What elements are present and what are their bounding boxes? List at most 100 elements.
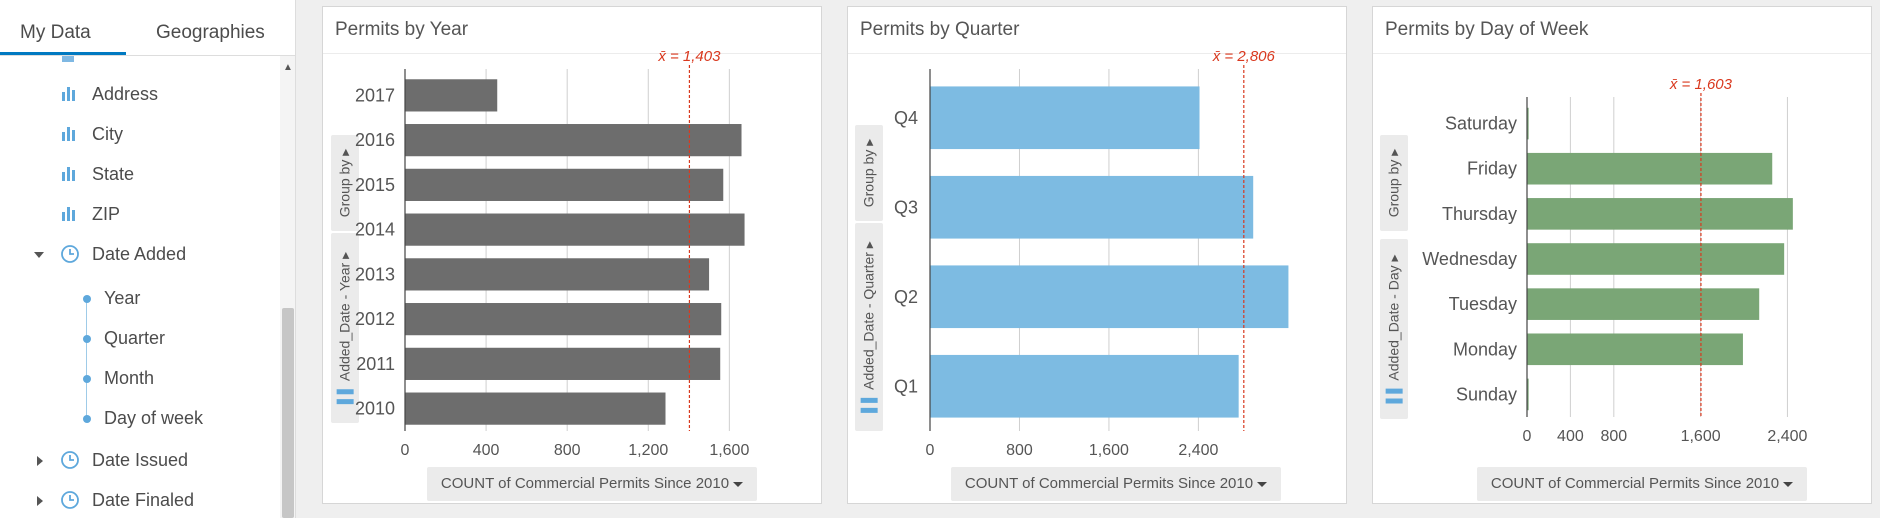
subfield-quarter[interactable]: Quarter bbox=[0, 324, 270, 354]
bar bbox=[1527, 333, 1743, 366]
bar-chart: 0 400 800 1,200 1,600 2017 2016 2015 2014 2013 201… bbox=[355, 48, 750, 459]
category-label: 2012 bbox=[355, 309, 395, 329]
field-city[interactable]: City bbox=[0, 120, 270, 150]
active-tab-indicator bbox=[0, 52, 126, 55]
x-axis-field-button[interactable]: COUNT of Commercial Permits Since 2010 bbox=[951, 467, 1281, 501]
scroll-up-icon[interactable]: ▲ bbox=[283, 62, 293, 73]
expand-icon[interactable] bbox=[37, 456, 43, 466]
x-tick-label: 0 bbox=[1523, 428, 1532, 445]
x-tick-label: 2,400 bbox=[1178, 442, 1218, 459]
bar bbox=[1527, 107, 1529, 140]
bar bbox=[930, 86, 1200, 150]
category-label: 2013 bbox=[355, 264, 395, 284]
category-label: Q3 bbox=[894, 197, 918, 217]
category-label: Monday bbox=[1453, 339, 1517, 359]
card-title: Permits by Year bbox=[335, 19, 469, 40]
field-label: Quarter bbox=[104, 328, 166, 348]
clock-icon bbox=[61, 245, 79, 263]
field-label: Date Added bbox=[92, 244, 187, 264]
bar-chart-icon bbox=[62, 127, 75, 141]
field-label: City bbox=[92, 124, 123, 144]
dot-icon bbox=[83, 415, 91, 423]
category-label: Friday bbox=[1467, 159, 1517, 179]
bar bbox=[1527, 378, 1529, 411]
mean-label: x̄ = 1,403 bbox=[657, 48, 721, 65]
group-by-button[interactable]: Group by ▸ bbox=[331, 135, 359, 231]
bar bbox=[405, 213, 745, 246]
field-label: Month bbox=[104, 368, 155, 388]
bar bbox=[405, 303, 722, 336]
card-permits-by-quarter[interactable]: Permits by Quarter Group by ▸ ▌▌ Added_D… bbox=[847, 6, 1347, 504]
field-address[interactable]: Address bbox=[0, 80, 270, 110]
subfield-month[interactable]: Month bbox=[0, 364, 270, 394]
x-tick-label: 2,400 bbox=[1767, 428, 1807, 445]
expand-icon[interactable] bbox=[37, 496, 43, 506]
category-label: 2014 bbox=[355, 220, 395, 240]
category-label: Tuesday bbox=[1449, 294, 1517, 314]
bar-chart: 0 800 1,600 2,400 Q4 Q3 Q2 Q1 x̄ = 2,806 bbox=[894, 48, 1289, 459]
category-label: Saturday bbox=[1445, 114, 1517, 134]
divider bbox=[1373, 53, 1871, 54]
bar bbox=[405, 392, 666, 425]
field-label: Date Issued bbox=[92, 450, 189, 470]
bar bbox=[405, 258, 710, 291]
subfield-day-of-week[interactable]: Day of week bbox=[0, 404, 270, 434]
axis-field-button[interactable]: ▌▌ Added_Date - Year ▸ bbox=[331, 233, 359, 423]
x-axis-field-button[interactable]: COUNT of Commercial Permits Since 2010 bbox=[427, 467, 757, 501]
bar bbox=[405, 79, 498, 112]
mean-label: x̄ = 2,806 bbox=[1212, 48, 1276, 65]
field-label: ZIP bbox=[92, 204, 121, 224]
axis-field-button[interactable]: ▌▌ Added_Date - Day ▸ bbox=[1380, 239, 1408, 419]
category-label: Q2 bbox=[894, 287, 918, 307]
field-date-issued[interactable]: Date Issued bbox=[0, 446, 270, 476]
divider bbox=[848, 53, 1346, 54]
bar-chart-icon bbox=[62, 167, 75, 181]
bar bbox=[930, 265, 1289, 329]
field-label: Address bbox=[92, 84, 159, 104]
dot-icon bbox=[83, 335, 91, 343]
panel-tabs: My Data Geographies bbox=[0, 0, 295, 56]
field-date-added[interactable]: Date Added bbox=[0, 240, 270, 270]
category-label: 2011 bbox=[356, 354, 395, 374]
tree-connector bbox=[86, 300, 87, 420]
tab-my-data[interactable]: My Data bbox=[20, 22, 91, 43]
x-tick-label: 800 bbox=[554, 442, 581, 459]
category-label: Thursday bbox=[1442, 204, 1517, 224]
collapse-icon[interactable] bbox=[34, 252, 44, 258]
field-label: Date Finaled bbox=[92, 490, 195, 510]
field-label: State bbox=[92, 164, 135, 184]
x-tick-label: 1,600 bbox=[1089, 442, 1129, 459]
bar bbox=[1527, 288, 1760, 320]
field-zip[interactable]: ZIP bbox=[0, 200, 270, 230]
axis-field-button[interactable]: ▌▌ Added_Date - Quarter ▸ bbox=[855, 223, 883, 431]
dot-icon bbox=[83, 375, 91, 383]
field-date-finaled[interactable]: Date Finaled bbox=[0, 486, 270, 516]
caret-down-icon bbox=[733, 481, 744, 487]
mean-label: x̄ = 1,603 bbox=[1669, 76, 1733, 93]
x-tick-label: 1,200 bbox=[628, 442, 668, 459]
category-label: Q4 bbox=[894, 108, 918, 128]
scrollbar-thumb[interactable] bbox=[282, 308, 294, 518]
card-permits-by-year[interactable]: Permits by Year Group by ▸ ▌▌ Added_Date… bbox=[322, 6, 822, 504]
divider bbox=[323, 53, 821, 54]
field-state[interactable]: State bbox=[0, 160, 270, 190]
tab-geographies[interactable]: Geographies bbox=[156, 22, 265, 43]
category-label: Wednesday bbox=[1422, 249, 1517, 269]
bar-chart: 0 400 800 1,600 2,400 Saturday Friday Thursday W… bbox=[1422, 76, 1807, 445]
category-label: 2017 bbox=[355, 85, 395, 105]
group-by-button[interactable]: Group by ▸ bbox=[1380, 135, 1408, 231]
subfield-year[interactable]: Year bbox=[0, 284, 270, 314]
group-by-button[interactable]: Group by ▸ bbox=[855, 125, 883, 221]
category-label: Q1 bbox=[894, 376, 918, 396]
caret-down-icon bbox=[1257, 481, 1268, 487]
card-permits-by-day-of-week[interactable]: Permits by Day of Week Group by ▸ ▌▌ Add… bbox=[1372, 6, 1872, 504]
card-title: Permits by Quarter bbox=[860, 19, 1020, 40]
x-tick-label: 1,600 bbox=[1681, 428, 1721, 445]
dot-icon bbox=[83, 295, 91, 303]
bar bbox=[405, 168, 724, 201]
x-axis-field-button[interactable]: COUNT of Commercial Permits Since 2010 bbox=[1477, 467, 1807, 501]
x-tick-label: 400 bbox=[473, 442, 500, 459]
caret-down-icon bbox=[1783, 481, 1794, 487]
bar bbox=[930, 354, 1239, 418]
x-tick-label: 800 bbox=[1600, 428, 1627, 445]
